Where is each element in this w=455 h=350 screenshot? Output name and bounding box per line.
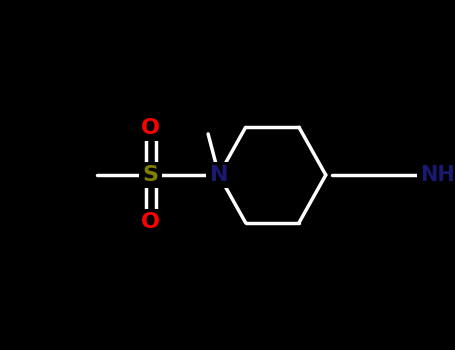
Text: O: O (141, 118, 160, 138)
Text: S: S (143, 165, 159, 185)
Text: N: N (210, 165, 228, 185)
Text: NH: NH (420, 165, 455, 185)
Text: O: O (141, 212, 160, 232)
